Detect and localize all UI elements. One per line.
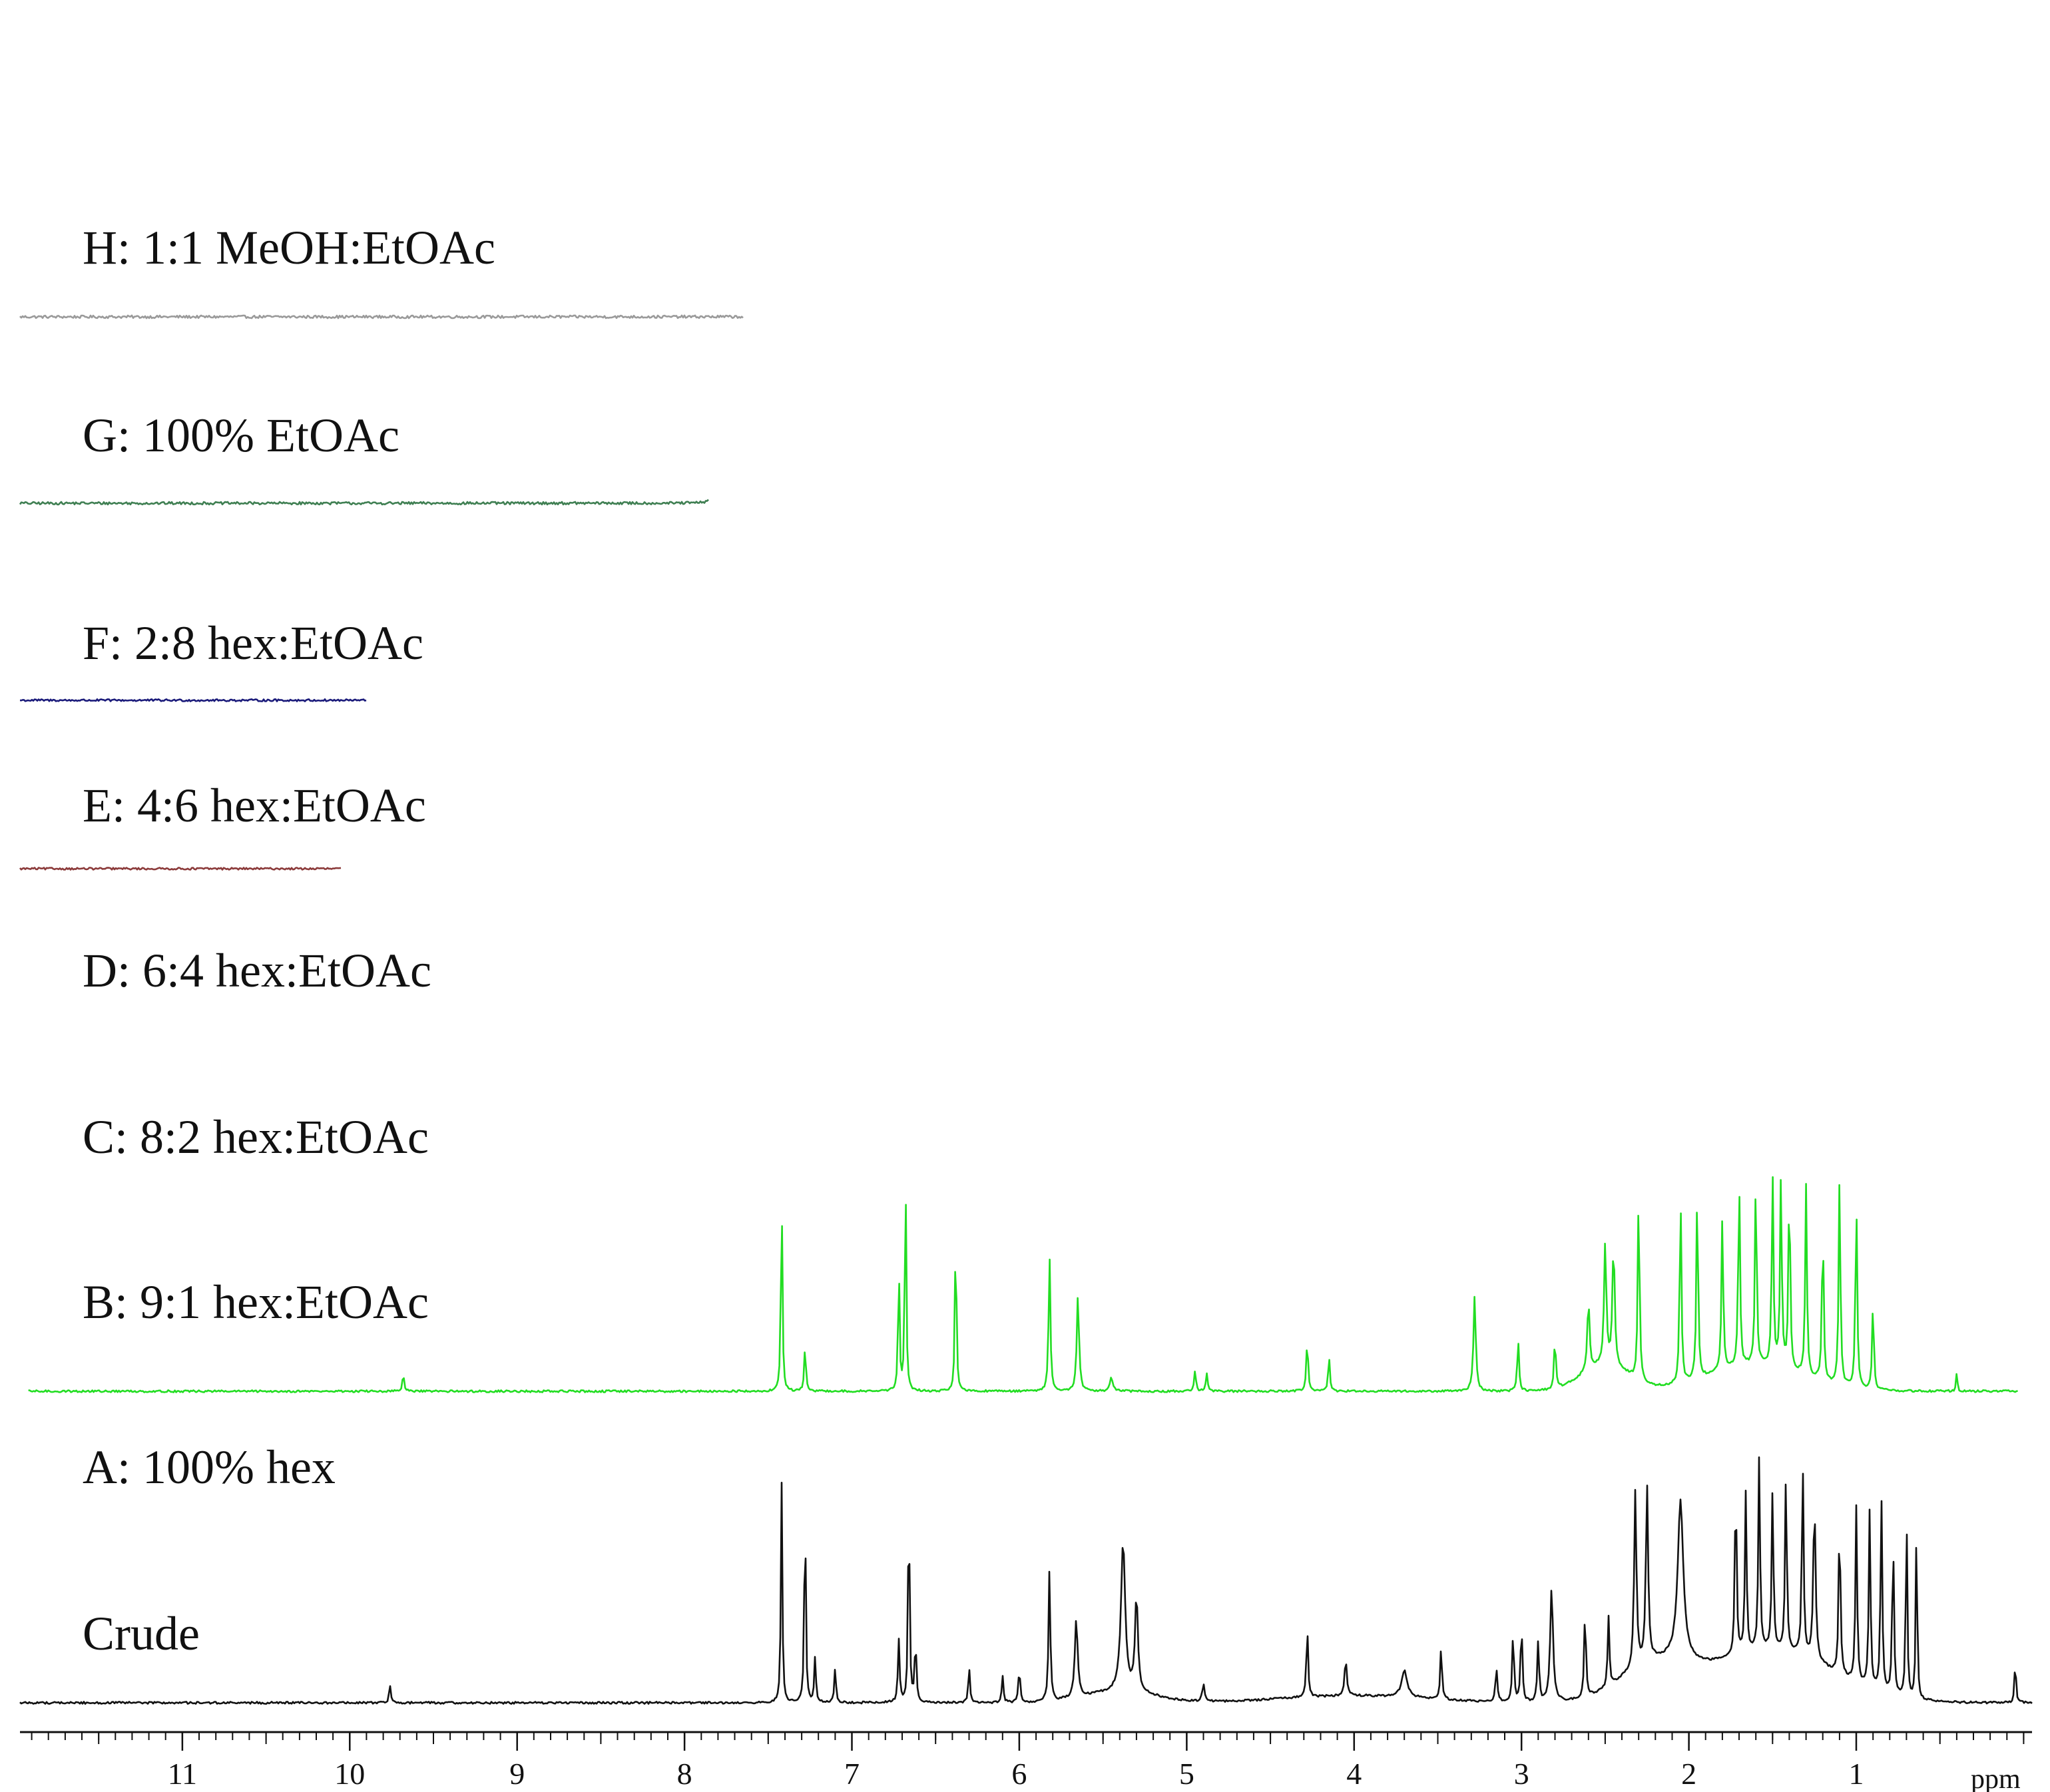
spectrum-trace-2 (19, 499, 709, 506)
trace-label-e: E: 4:6 hex:EtOAc (83, 779, 426, 832)
spectrum-trace-3 (19, 698, 367, 702)
x-axis-tick-label: 1 (1849, 1757, 1864, 1791)
trace-label-f: F: 2:8 hex:EtOAc (83, 616, 423, 670)
trace-label-a: A: 100% hex (83, 1441, 336, 1494)
trace-labels: H: 1:1 MeOH:EtOAc G: 100% EtOAc F: 2:8 h… (83, 221, 495, 1660)
trace-label-h: H: 1:1 MeOH:EtOAc (83, 221, 495, 274)
x-axis-tick-label: 4 (1346, 1757, 1362, 1791)
trace-label-b: B: 9:1 hex:EtOAc (83, 1275, 429, 1329)
x-axis-tick-label: 5 (1179, 1757, 1194, 1791)
spectrum-trace-1 (19, 314, 744, 320)
x-axis-tick-label: 8 (677, 1757, 692, 1791)
x-axis-major-ticks: 11 10 9 8 7 6 5 4 3 2 1 (168, 1732, 1864, 1791)
x-axis-tick-label: 2 (1681, 1757, 1696, 1791)
x-axis-tick-label: 6 (1011, 1757, 1027, 1791)
trace-label-crude: Crude (83, 1607, 200, 1660)
trace-label-d: D: 6:4 hex:EtOAc (83, 944, 431, 997)
x-axis-tick-label: 11 (168, 1757, 197, 1791)
x-axis: 11 10 9 8 7 6 5 4 3 2 1 ppm (20, 1731, 2032, 1792)
x-axis-unit-label: ppm (1971, 1764, 2021, 1792)
trace-label-c: C: 8:2 hex:EtOAc (83, 1110, 429, 1164)
x-axis-tick-label: 9 (509, 1757, 525, 1791)
x-axis-tick-label: 3 (1514, 1757, 1529, 1791)
spectrum-trace-7 (28, 1176, 2018, 1393)
x-axis-minor-ticks (31, 1732, 2025, 1744)
spectra-traces (19, 314, 2033, 1705)
trace-label-g: G: 100% EtOAc (83, 409, 399, 462)
x-axis-tick-label: 7 (844, 1757, 860, 1791)
x-axis-tick-label: 10 (334, 1757, 365, 1791)
spectrum-trace-4 (19, 867, 342, 871)
spectrum-trace-9 (19, 1456, 2033, 1705)
